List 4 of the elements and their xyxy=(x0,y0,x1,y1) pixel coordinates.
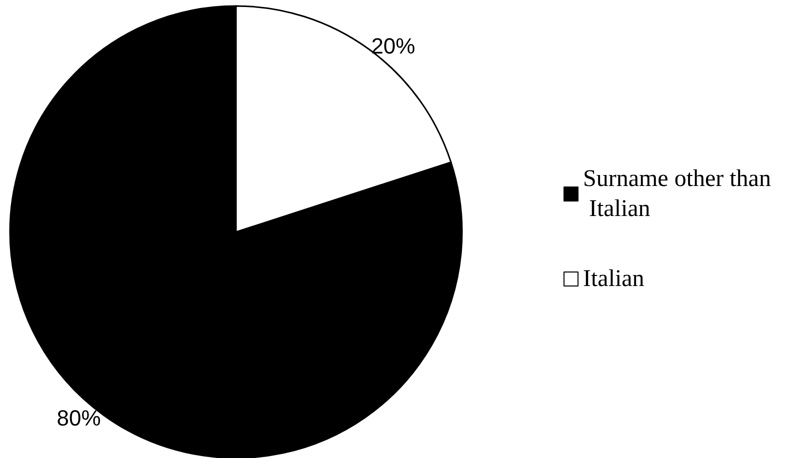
data-label: 80% xyxy=(56,406,101,431)
data-label: 20% xyxy=(371,33,416,58)
legend-label: Italian xyxy=(583,266,644,292)
legend-label: Surname other than Italian xyxy=(583,166,771,222)
